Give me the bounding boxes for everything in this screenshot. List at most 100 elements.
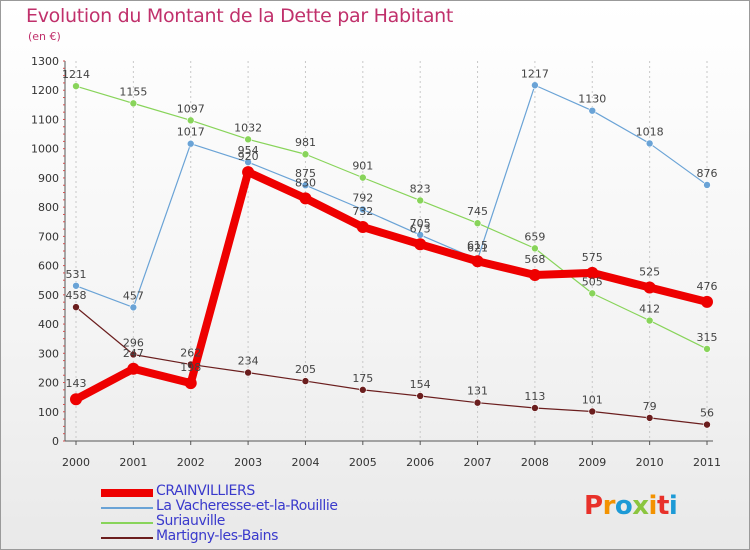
x-tick-label: 2004 xyxy=(291,456,319,469)
data-point xyxy=(242,166,255,179)
data-label: 1130 xyxy=(578,93,606,106)
data-point xyxy=(359,205,367,214)
data-label: 621 xyxy=(467,241,488,254)
data-point xyxy=(528,268,541,281)
y-tick-label: 1100 xyxy=(31,113,59,126)
x-tick-label: 2007 xyxy=(464,456,492,469)
data-point xyxy=(588,289,597,298)
data-point xyxy=(299,192,312,205)
data-label: 901 xyxy=(352,160,373,173)
logo-letter: t xyxy=(656,491,669,521)
x-tick-label: 2000 xyxy=(62,456,90,469)
data-label: 792 xyxy=(352,191,373,204)
data-label: 113 xyxy=(524,390,545,403)
chart-subtitle: (en €) xyxy=(28,30,61,43)
data-label: 154 xyxy=(410,378,431,391)
y-tick-label: 1000 xyxy=(31,143,59,156)
data-label: 198 xyxy=(180,361,201,374)
data-point xyxy=(531,81,539,90)
logo-letter: r xyxy=(602,491,616,521)
data-label: 615 xyxy=(467,239,488,252)
x-tick-label: 2009 xyxy=(578,456,606,469)
series-line xyxy=(72,168,711,404)
data-point xyxy=(186,116,195,125)
legend-label: La Vacheresse-et-la-Rouillie xyxy=(156,498,338,514)
data-point xyxy=(531,244,539,253)
x-tick-label: 2011 xyxy=(693,456,721,469)
data-label: 1097 xyxy=(177,102,205,115)
data-label: 234 xyxy=(238,355,259,368)
data-label: 1018 xyxy=(636,125,664,138)
data-point xyxy=(244,158,252,166)
data-label: 525 xyxy=(639,266,660,279)
data-label: 1017 xyxy=(177,126,205,139)
data-point xyxy=(471,255,484,268)
data-label: 531 xyxy=(66,268,87,281)
y-tick-label: 700 xyxy=(38,230,59,243)
data-point xyxy=(531,404,539,412)
y-tick-label: 200 xyxy=(38,377,59,390)
x-tick-label: 2008 xyxy=(521,456,549,469)
y-tick-label: 400 xyxy=(38,318,59,331)
data-label: 920 xyxy=(238,150,259,163)
data-point xyxy=(70,393,82,406)
legend-swatch xyxy=(101,507,153,509)
data-point xyxy=(184,377,197,390)
data-point xyxy=(586,266,599,279)
legend-label: CRAINVILLIERS xyxy=(156,483,255,499)
x-tick-label: 2002 xyxy=(177,456,205,469)
chart-title: Evolution du Montant de la Dette par Hab… xyxy=(26,5,454,27)
y-tick-label: 900 xyxy=(38,172,59,185)
data-point xyxy=(129,303,138,312)
x-tick-label: 2003 xyxy=(234,456,262,469)
data-label: 732 xyxy=(352,205,373,218)
data-label: 205 xyxy=(295,363,316,376)
data-point xyxy=(244,368,252,377)
data-point xyxy=(701,295,713,308)
y-tick-label: 500 xyxy=(38,289,59,302)
data-point xyxy=(645,139,654,148)
data-point xyxy=(414,238,427,251)
data-point xyxy=(301,377,310,385)
data-label: 476 xyxy=(697,280,718,293)
data-point xyxy=(703,181,711,189)
legend-label: Martigny-les-Bains xyxy=(156,528,279,544)
data-point xyxy=(588,106,597,115)
y-tick-label: 300 xyxy=(38,347,59,360)
data-label: 1155 xyxy=(119,85,147,98)
legend-swatch xyxy=(101,537,153,539)
data-label: 101 xyxy=(582,393,603,406)
data-label: 131 xyxy=(467,385,488,398)
data-point xyxy=(301,150,310,159)
series-line xyxy=(75,84,708,309)
data-label: 175 xyxy=(352,372,373,385)
data-point xyxy=(356,221,369,234)
data-point xyxy=(72,82,80,90)
data-label: 1214 xyxy=(62,68,90,81)
data-label: 705 xyxy=(410,217,431,230)
legend-swatch xyxy=(101,489,153,497)
series-line xyxy=(75,85,708,350)
data-label: 143 xyxy=(66,377,87,390)
x-tick-label: 2010 xyxy=(636,456,664,469)
data-label: 79 xyxy=(643,400,657,413)
data-label: 56 xyxy=(700,407,714,420)
data-point xyxy=(72,281,80,290)
data-label: 673 xyxy=(410,222,431,235)
data-point xyxy=(588,407,597,416)
data-label: 458 xyxy=(66,289,87,302)
logo-letter: i xyxy=(648,491,658,521)
data-point xyxy=(416,392,424,400)
logo-letter: i xyxy=(668,491,678,521)
data-label: 823 xyxy=(410,182,431,195)
data-label: 954 xyxy=(238,144,259,157)
data-point xyxy=(703,420,711,429)
data-label: 876 xyxy=(697,167,718,180)
data-label: 296 xyxy=(123,336,144,349)
data-point xyxy=(645,316,654,325)
data-point xyxy=(473,398,482,407)
data-point xyxy=(301,181,310,190)
data-label: 745 xyxy=(467,205,488,218)
